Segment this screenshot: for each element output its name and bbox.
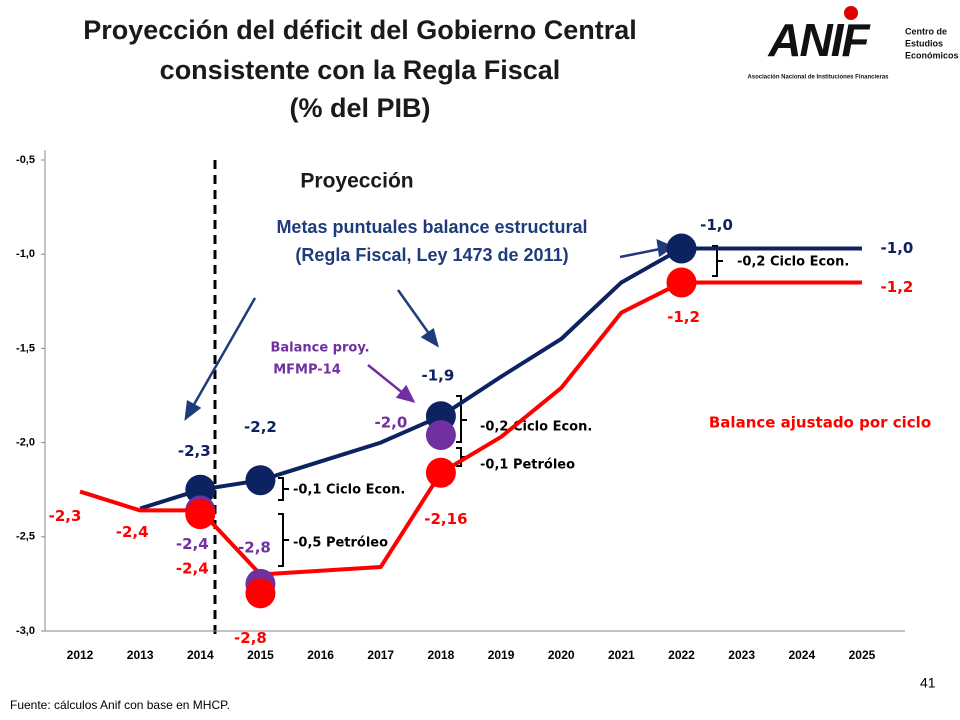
marker [245, 578, 276, 609]
x-tick-label: 2013 [127, 648, 154, 662]
data-label: -2,3 [49, 507, 82, 525]
data-label: -2,4 [176, 560, 209, 578]
data-label: -2,0 [374, 414, 407, 432]
data-label: -1,0 [700, 216, 733, 234]
annotation: Metas puntuales balance estructural [276, 217, 587, 237]
data-label: -2,2 [244, 418, 277, 436]
x-tick-label: 2017 [367, 648, 394, 662]
annotation: Proyección [300, 170, 413, 193]
logo-tagline: Asociación Nacional de Instituciones Fin… [747, 75, 889, 81]
marker [185, 474, 216, 505]
data-label: -2,3 [178, 442, 211, 460]
data-label: -1,2 [881, 278, 914, 296]
y-tick-label: -2,5 [16, 531, 35, 543]
x-tick-label: 2014 [187, 648, 214, 662]
title-line: (% del PIB) [289, 93, 430, 123]
data-label: -2,16 [424, 510, 467, 528]
title-line: Proyección del déficit del Gobierno Cent… [83, 15, 637, 45]
data-label: -2,8 [238, 538, 271, 556]
data-label: -1,9 [421, 367, 454, 385]
logo-name: ANIF [767, 14, 871, 66]
annotation: -0,5 Petróleo [293, 536, 388, 551]
y-tick-label: -1,0 [16, 248, 35, 260]
arrows [184, 238, 675, 421]
title-line: consistente con la Regla Fiscal [160, 55, 561, 85]
data-label: -1,2 [667, 308, 700, 326]
x-tick-label: 2018 [428, 648, 455, 662]
y-tick-label: -1,5 [16, 342, 35, 354]
y-tick-label: -0,5 [16, 154, 35, 166]
annotation: Balance proy. [270, 341, 369, 356]
data-label: -2,8 [234, 629, 267, 647]
marker [245, 465, 276, 496]
x-tick-label: 2025 [849, 648, 876, 662]
annotation: -0,1 Petróleo [480, 458, 575, 473]
logo-unit: Estudios [905, 38, 943, 48]
logo-unit: Centro de [905, 26, 947, 36]
logo-unit: Económicos [905, 50, 959, 60]
data-label: -2,4 [116, 523, 149, 541]
marker [666, 233, 697, 264]
x-tick-label: 2020 [548, 648, 575, 662]
data-label: -1,0 [881, 239, 914, 257]
x-tick-label: 2024 [788, 648, 815, 662]
x-tick-label: 2016 [307, 648, 334, 662]
marker [185, 499, 216, 530]
annotation: Balance ajustado por ciclo [709, 414, 931, 432]
annotation: (Regla Fiscal, Ley 1473 de 2011) [295, 245, 568, 265]
page-number: 41 [920, 675, 936, 691]
x-tick-label: 2021 [608, 648, 635, 662]
marker [666, 267, 697, 298]
data-label: -2,4 [176, 535, 209, 553]
x-tick-label: 2022 [668, 648, 695, 662]
marker [425, 420, 456, 451]
annotation: -0,1 Ciclo Econ. [293, 483, 405, 498]
logo-dot [844, 6, 858, 20]
marker [425, 457, 456, 488]
x-tick-label: 2023 [728, 648, 755, 662]
annotation: -0,2 Ciclo Econ. [480, 420, 592, 435]
y-tick-label: -3,0 [16, 625, 35, 637]
annotation: MFMP-14 [273, 363, 341, 378]
source: Fuente: cálculos Anif con base en MHCP. [10, 698, 230, 712]
x-tick-label: 2019 [488, 648, 515, 662]
x-tick-label: 2012 [67, 648, 94, 662]
annotation: -0,2 Ciclo Econ. [737, 255, 849, 270]
plot: -3,0 -2,5 -2,0 -1,5 -1,0 -0,5 2012 2013 2014 2015… [16, 150, 913, 662]
x-tick-label: 2015 [247, 648, 274, 662]
y-tick-label: -2,0 [16, 437, 35, 449]
arrow [367, 364, 416, 403]
